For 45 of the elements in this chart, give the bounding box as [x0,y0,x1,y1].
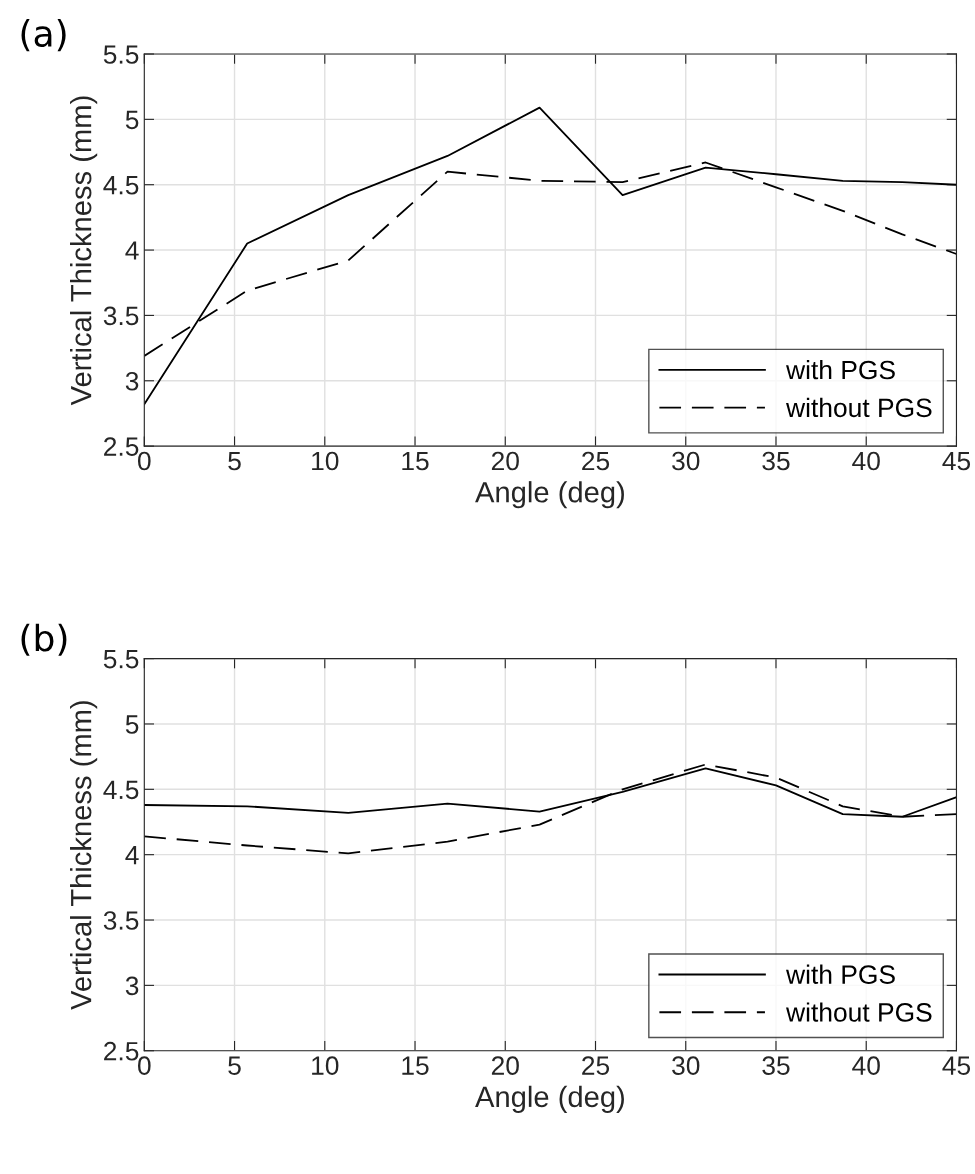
x-tick-label: 30 [672,1056,700,1075]
x-tick-label: 45 [942,451,971,471]
y-tick-label: 2.5 [104,1041,139,1061]
x-tick-label: 20 [491,1056,519,1075]
x-tick-label: 20 [491,451,519,471]
x-tick-label: 5 [228,1056,241,1075]
x-tick-label: 40 [852,1056,880,1075]
x-tick-label: 25 [582,451,610,471]
x-tick-label: 15 [402,1056,429,1075]
y-tick-label: 3.5 [103,306,139,326]
x-tick-label: 0 [137,1056,151,1075]
y-tick-label: 4 [125,241,139,260]
y-tick-label: 3 [125,976,139,996]
y-tick-label: 5.5 [103,650,139,669]
x-tick-label: 10 [312,451,339,471]
chart-title: (b) [21,623,67,656]
y-tick-label: 4 [125,846,139,865]
y-tick-label: 4.5 [103,780,139,800]
x-tick-label: 40 [852,451,880,471]
legend-label: without PGS [786,1002,932,1022]
x-tick-label: 10 [312,1056,339,1075]
y-axis-title: Vertical Thickness (mm) [70,96,98,406]
y-tick-label: 4.5 [103,176,139,195]
x-tick-label: 25 [582,1056,610,1075]
legend-label: without PGS [786,397,932,418]
x-tick-label: 35 [762,451,790,471]
x-tick-label: 15 [402,451,429,471]
x-tick-label: 5 [228,451,241,471]
legend-label: with PGS [786,359,895,380]
x-axis-title: Angle (deg) [475,1085,624,1113]
y-tick-label: 5.5 [103,45,139,64]
x-axis-title: Angle (deg) [475,481,624,509]
legend-label: with PGS [786,964,895,984]
line-series [144,763,957,855]
y-tick-label: 3 [125,371,139,391]
y-axis-title: Vertical Thickness (mm) [70,701,98,1010]
x-tick-label: 0 [137,451,151,471]
x-tick-label: 30 [672,451,700,471]
x-tick-label: 45 [942,1056,971,1075]
y-tick-label: 3.5 [103,911,139,930]
y-tick-label: 5 [125,715,139,734]
chart-title: (a) [21,19,66,52]
y-tick-label: 5 [125,110,139,130]
x-tick-label: 35 [762,1056,790,1075]
y-tick-label: 2.5 [104,437,139,456]
